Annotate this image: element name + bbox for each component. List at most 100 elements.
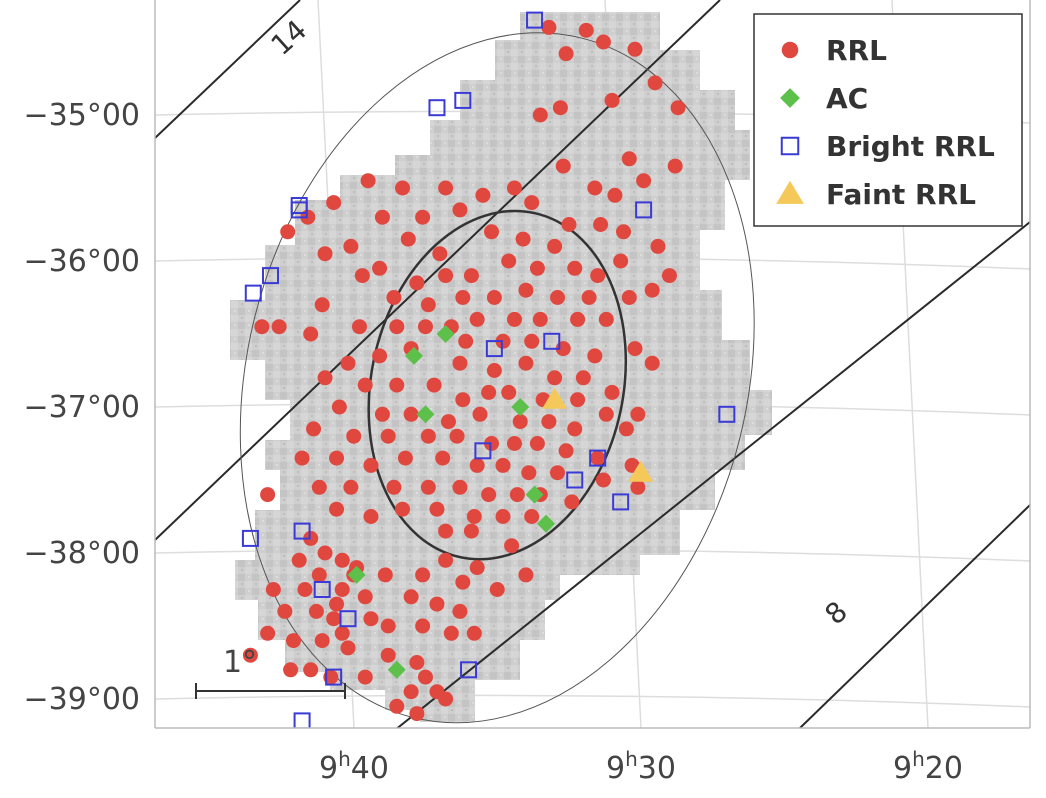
rrl-point [409, 706, 425, 722]
rrl-point [435, 450, 451, 466]
contour-label: 8 [819, 595, 854, 631]
rrl-point [357, 377, 373, 393]
bright-point [290, 201, 308, 219]
ac-point [416, 405, 435, 424]
rrl-point [326, 195, 342, 211]
rrl-point [311, 567, 327, 583]
rrl-point [575, 370, 591, 386]
rrl-point [452, 355, 468, 371]
bright-point [718, 405, 736, 423]
scale-bar-label: 1° [223, 645, 257, 680]
rrl-point [595, 34, 611, 50]
rrl-point [481, 487, 497, 503]
bright-point [262, 267, 280, 285]
rrl-point [521, 465, 537, 481]
rrl-point [472, 406, 488, 422]
rrl-point [438, 268, 454, 284]
rrl-point [486, 363, 502, 378]
rrl-point [481, 384, 497, 400]
rrl-point [329, 450, 345, 466]
rrl-point [363, 611, 379, 627]
rrl-point [455, 290, 471, 305]
rrl-point [552, 100, 568, 116]
rrl-point [484, 224, 499, 240]
rrl-point [415, 209, 431, 225]
rrl-point [547, 238, 563, 254]
rrl-point [340, 640, 356, 656]
rrl-point [501, 384, 517, 400]
rrl-point [561, 217, 577, 232]
rrl-point [380, 618, 396, 634]
rrl-point [587, 348, 603, 364]
scale-bar: 1° [195, 645, 346, 699]
rrl-point [550, 465, 566, 481]
rrl-point [518, 355, 534, 371]
rrl-point [277, 603, 293, 619]
rrl-point [547, 370, 563, 386]
rrl-point [509, 487, 525, 503]
rrl-point [438, 552, 454, 568]
rrl-point [254, 319, 270, 335]
rrl-point [489, 582, 505, 597]
contour-line [395, 221, 1030, 728]
rrl-point [285, 633, 301, 649]
rrl-point [317, 545, 333, 561]
rrl-point [529, 260, 545, 276]
rrl-point [420, 428, 436, 444]
rrl-point [303, 326, 319, 342]
rrl-point [317, 370, 333, 386]
rrl-point [400, 231, 416, 247]
rrl-point [294, 450, 310, 466]
rrl-point [280, 224, 296, 240]
rrl-point [329, 596, 345, 612]
y-tick-label: −36°00 [24, 244, 140, 279]
legend-marker-bright [780, 136, 800, 156]
rrl-point [541, 19, 557, 35]
rrl-point [449, 428, 465, 444]
y-tick-label: −38°00 [24, 536, 140, 571]
rrl-point [550, 290, 566, 305]
rrl-point [532, 107, 548, 123]
rrl-point [389, 698, 405, 714]
bright-point [325, 668, 343, 686]
rrl-point [363, 509, 379, 524]
rrl-point [570, 392, 586, 408]
rrl-point [495, 509, 511, 524]
rrl-point [529, 436, 545, 451]
bright-point [612, 493, 630, 511]
rrl-point [334, 625, 350, 641]
rrl-point [644, 282, 660, 298]
rrl-point [618, 421, 634, 437]
rrl-point [567, 260, 583, 276]
bright-point [589, 449, 607, 467]
bright-point [244, 284, 262, 302]
rrl-point [564, 494, 580, 510]
rrl-point [334, 552, 350, 568]
plot-frame [154, 0, 1031, 729]
rrl-point [518, 567, 534, 583]
rrl-point [380, 428, 396, 444]
bright-point [543, 332, 561, 350]
rrl-point [429, 596, 445, 612]
bright-point [526, 11, 544, 29]
rrl-point [452, 603, 468, 619]
rrl-point [581, 290, 597, 305]
rrl-point [558, 46, 574, 62]
rrl-point [590, 450, 606, 466]
bright-point [313, 581, 331, 598]
contour-line [155, 0, 721, 541]
rrl-point [590, 268, 606, 284]
rrl-point [627, 341, 643, 357]
rrl-point [506, 180, 522, 196]
rrl-point [386, 479, 402, 495]
rrl-point [314, 297, 330, 313]
bright-point [485, 340, 503, 358]
rrl-point [630, 406, 646, 422]
rrl-point [415, 618, 431, 634]
rrl-point [443, 625, 459, 641]
rrl-point [308, 603, 324, 619]
rrl-point [438, 523, 454, 539]
bright-point [474, 442, 492, 460]
